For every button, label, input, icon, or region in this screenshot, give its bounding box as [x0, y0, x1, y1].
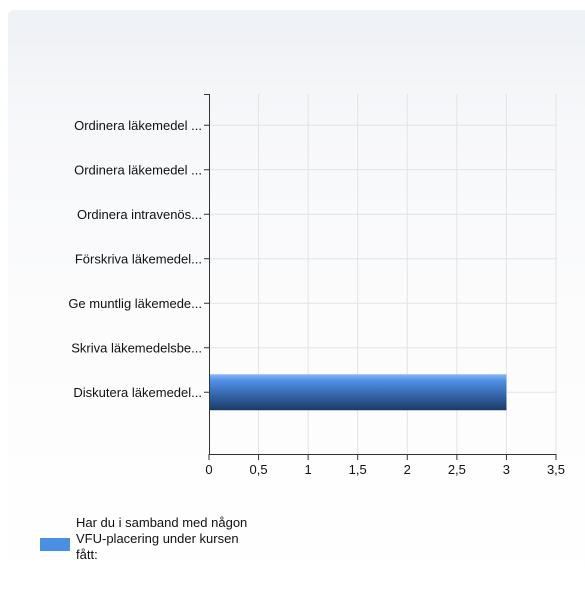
legend-line-2: VFU-placering under kursen: [76, 531, 239, 546]
x-tick-label: 0: [205, 462, 212, 477]
x-tick-label: 2,5: [448, 462, 466, 477]
y-tick-label: Förskriva läkemedel...: [75, 251, 202, 266]
x-tick-label: 3,5: [547, 462, 565, 477]
bar: [210, 374, 507, 411]
chart-panel: [8, 10, 585, 600]
axes: [204, 94, 557, 460]
y-tick-label: Ordinera intravenös...: [77, 207, 202, 222]
x-tick-label: 1,5: [349, 462, 367, 477]
x-tick-label: 3: [503, 462, 510, 477]
legend-line-3: fått:: [76, 547, 98, 562]
y-tick-label: Ordinera läkemedel ...: [74, 118, 202, 133]
legend-line-1: Har du i samband med någon: [76, 515, 247, 530]
y-tick-label: Ge muntlig läkemede...: [68, 296, 202, 311]
x-tick-label: 1: [305, 462, 312, 477]
bar-chart: Ordinera läkemedel ... Ordinera läkemedel…: [40, 94, 565, 562]
legend-swatch: [40, 538, 70, 551]
x-tick-label: 2: [404, 462, 411, 477]
x-tick-label: 0,5: [250, 462, 268, 477]
y-tick-label: Skriva läkemedelsbe...: [71, 340, 202, 355]
y-tick-label: Ordinera läkemedel ...: [74, 162, 202, 177]
legend: Har du i samband med någon VFU-placering…: [40, 515, 247, 562]
y-tick-label: Diskutera läkemedel...: [73, 385, 202, 400]
tick-labels: Ordinera läkemedel ... Ordinera läkemedel…: [68, 118, 565, 477]
bars: [210, 374, 507, 411]
